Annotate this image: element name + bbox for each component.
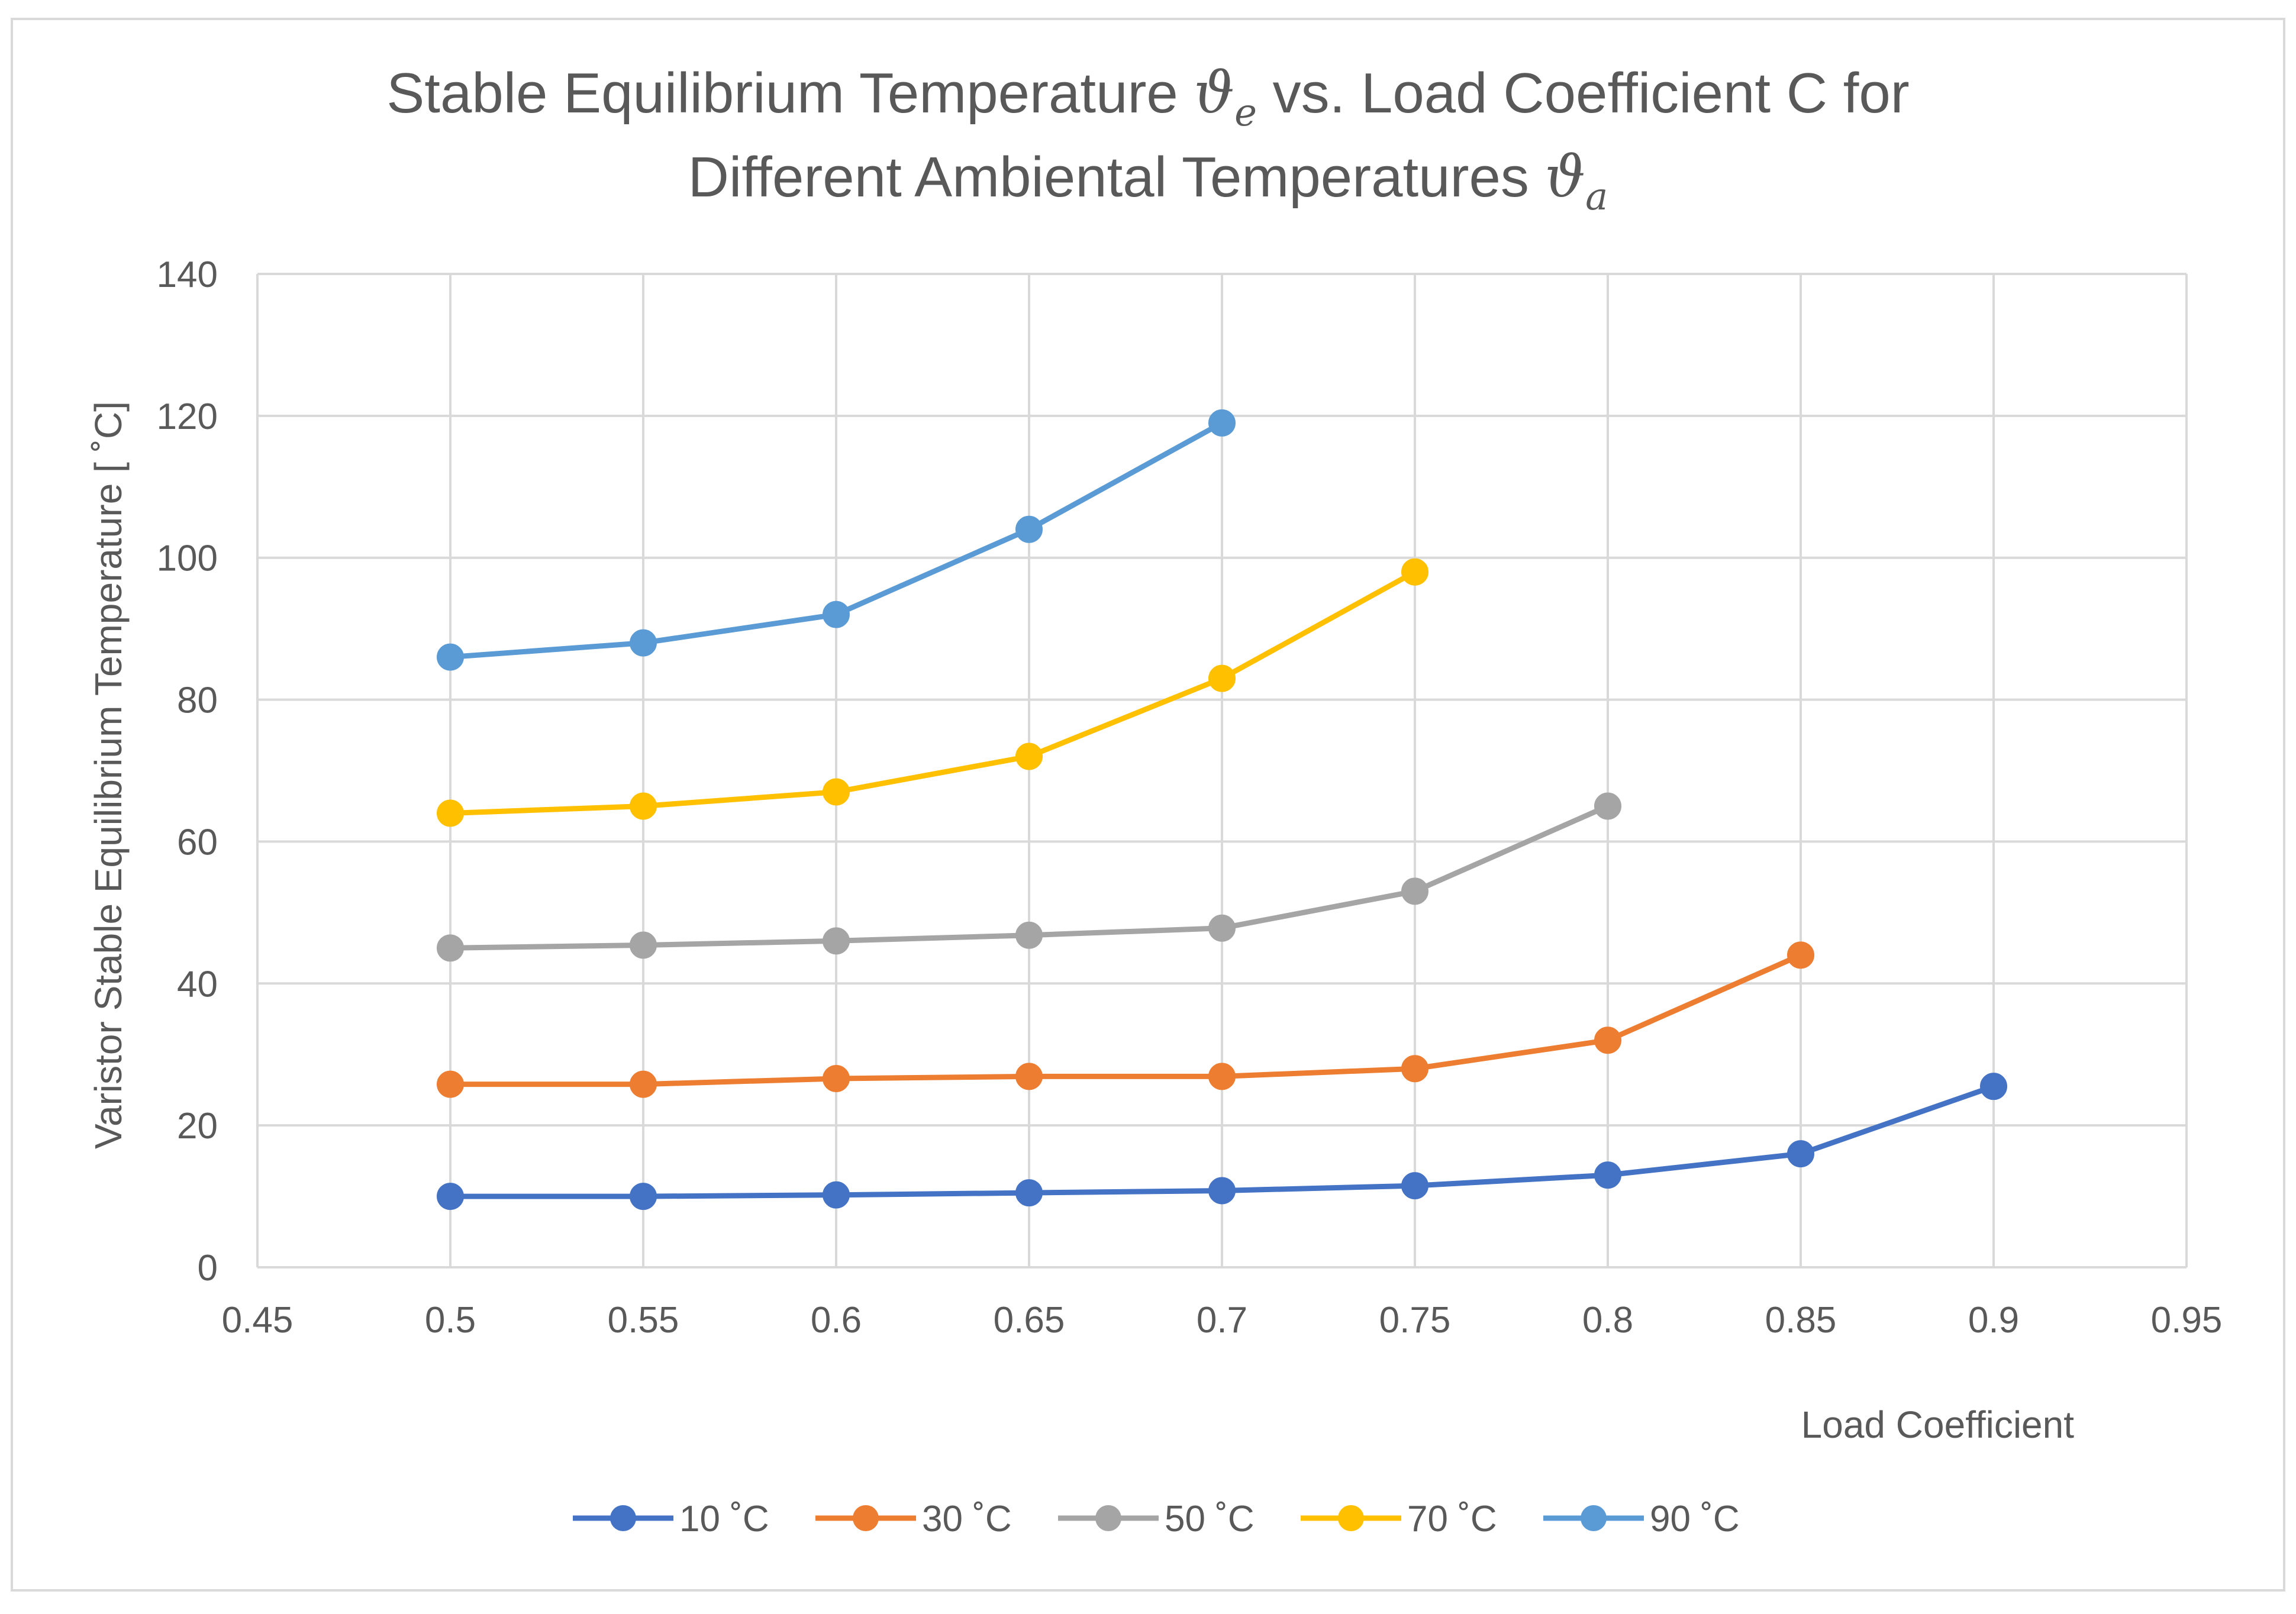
- legend-item: 50 ˚C: [1058, 1499, 1255, 1539]
- data-point: [1208, 1063, 1236, 1090]
- data-point: [437, 1070, 464, 1098]
- data-point: [1208, 1177, 1236, 1205]
- legend-item: 30 ˚C: [815, 1499, 1012, 1539]
- data-point: [437, 799, 464, 827]
- legend-label: 90 ˚C: [1650, 1499, 1740, 1539]
- x-tick-label: 0.75: [1379, 1300, 1451, 1341]
- tick-labels: 0 20 40 60 80 100 120 140 0.45 0.5 0.55 0.6 0.65 0.7 0…: [157, 254, 2223, 1341]
- data-point: [630, 792, 657, 820]
- legend: 10 ˚C 30 ˚C 50 ˚C 70 ˚C 90 ˚C: [573, 1499, 1740, 1539]
- y-tick-label: 80: [177, 680, 218, 721]
- gridlines: [256, 273, 2188, 1268]
- data-point: [823, 927, 850, 955]
- legend-marker: [610, 1505, 636, 1531]
- legend-label: 70 ˚C: [1407, 1499, 1497, 1539]
- x-tick-label: 0.65: [994, 1300, 1065, 1341]
- series-2: [437, 941, 1814, 1098]
- x-tick-label: 0.55: [608, 1300, 679, 1341]
- x-tick-label: 0.45: [222, 1300, 294, 1341]
- data-point: [1015, 743, 1043, 770]
- data-point: [437, 934, 464, 962]
- y-tick-label: 120: [157, 396, 218, 437]
- legend-label: 50 ˚C: [1165, 1499, 1255, 1539]
- data-point: [1787, 1140, 1814, 1168]
- x-tick-label: 0.6: [811, 1300, 862, 1341]
- y-tick-label: 100: [157, 538, 218, 579]
- x-tick-label: 0.95: [2151, 1300, 2223, 1341]
- data-point: [1015, 1179, 1043, 1207]
- legend-marker: [1338, 1505, 1364, 1531]
- data-point: [437, 1183, 464, 1210]
- data-point: [1594, 792, 1621, 820]
- y-tick-label: 20: [177, 1106, 218, 1147]
- legend-label: 10 ˚C: [679, 1499, 769, 1539]
- legend-item: 90 ˚C: [1543, 1499, 1740, 1539]
- data-point: [630, 1070, 657, 1098]
- data-point: [1980, 1073, 2007, 1100]
- x-tick-label: 0.85: [1765, 1300, 1837, 1341]
- data-point: [823, 601, 850, 628]
- data-point: [823, 1181, 850, 1209]
- chart-title-line2: Different Ambiental Temperatures ϑa: [688, 144, 1608, 219]
- data-point: [1015, 515, 1043, 543]
- series-4: [437, 558, 1428, 827]
- legend-item: 70 ˚C: [1301, 1499, 1497, 1539]
- data-point: [630, 629, 657, 657]
- series-lines: [437, 409, 2007, 1210]
- data-point: [1594, 1161, 1621, 1189]
- data-point: [630, 931, 657, 959]
- data-point: [1401, 1055, 1428, 1083]
- legend-marker: [853, 1505, 879, 1531]
- data-point: [1401, 877, 1428, 905]
- data-point: [823, 778, 850, 806]
- data-point: [437, 643, 464, 671]
- data-point: [1208, 409, 1236, 437]
- series-line: [447, 569, 1418, 816]
- legend-marker: [1095, 1505, 1121, 1531]
- x-tick-label: 0.5: [425, 1300, 476, 1341]
- data-point: [1015, 1063, 1043, 1090]
- y-tick-label: 60: [177, 822, 218, 863]
- legend-marker: [1581, 1505, 1607, 1531]
- x-tick-label: 0.8: [1582, 1300, 1633, 1341]
- y-tick-label: 40: [177, 964, 218, 1005]
- legend-label: 30 ˚C: [922, 1499, 1012, 1539]
- series-5: [437, 409, 1236, 671]
- chart-frame: [11, 18, 2285, 1592]
- y-tick-label: 0: [198, 1248, 218, 1289]
- data-point: [1208, 664, 1236, 692]
- data-point: [1401, 1172, 1428, 1200]
- series-3: [437, 792, 1621, 962]
- data-point: [823, 1064, 850, 1092]
- series-1: [437, 1073, 2007, 1210]
- chart-title-line1: Stable Equilibrium Temperature ϑe vs. Lo…: [386, 60, 1910, 135]
- x-tick-label: 0.7: [1197, 1300, 1247, 1341]
- series-line: [447, 952, 1804, 1087]
- data-point: [1015, 921, 1043, 949]
- data-point: [1208, 914, 1236, 942]
- data-point: [630, 1183, 657, 1210]
- data-point: [1594, 1026, 1621, 1054]
- data-point: [1787, 941, 1814, 969]
- x-axis-title: Load Coefficient: [1801, 1403, 2075, 1446]
- data-point: [1401, 558, 1428, 586]
- x-tick-label: 0.9: [1968, 1300, 2019, 1341]
- y-tick-label: 140: [157, 254, 218, 295]
- legend-item: 10 ˚C: [573, 1499, 769, 1539]
- y-axis-title: Varistor Stable Equilibrium Temperature …: [87, 401, 130, 1149]
